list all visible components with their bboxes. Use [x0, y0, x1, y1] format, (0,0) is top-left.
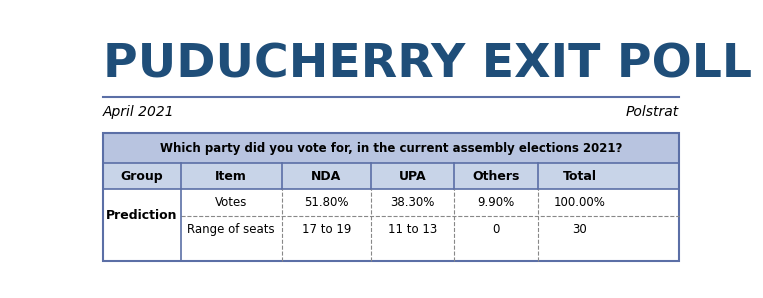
Text: Polstrat: Polstrat	[626, 105, 679, 119]
Text: Group: Group	[121, 170, 163, 183]
Text: April 2021: April 2021	[103, 105, 175, 119]
Text: Which party did you vote for, in the current assembly elections 2021?: Which party did you vote for, in the cur…	[160, 142, 622, 155]
Text: Range of seats: Range of seats	[188, 223, 275, 236]
Text: Votes: Votes	[215, 196, 247, 209]
FancyBboxPatch shape	[103, 133, 679, 163]
Text: Others: Others	[472, 170, 520, 183]
Text: 0: 0	[492, 223, 500, 236]
Text: 17 to 19: 17 to 19	[301, 223, 351, 236]
Text: 51.80%: 51.80%	[304, 196, 349, 209]
FancyBboxPatch shape	[103, 190, 679, 242]
Text: Item: Item	[215, 170, 247, 183]
Text: NDA: NDA	[311, 170, 341, 183]
Text: 11 to 13: 11 to 13	[388, 223, 437, 236]
Text: UPA: UPA	[399, 170, 427, 183]
FancyBboxPatch shape	[103, 163, 679, 190]
Text: PUDUCHERRY EXIT POLL: PUDUCHERRY EXIT POLL	[103, 43, 752, 88]
Text: 100.00%: 100.00%	[554, 196, 606, 209]
Text: 38.30%: 38.30%	[391, 196, 435, 209]
Text: 9.90%: 9.90%	[478, 196, 515, 209]
Text: 30: 30	[572, 223, 587, 236]
Text: Prediction: Prediction	[106, 209, 178, 222]
Text: Total: Total	[562, 170, 597, 183]
